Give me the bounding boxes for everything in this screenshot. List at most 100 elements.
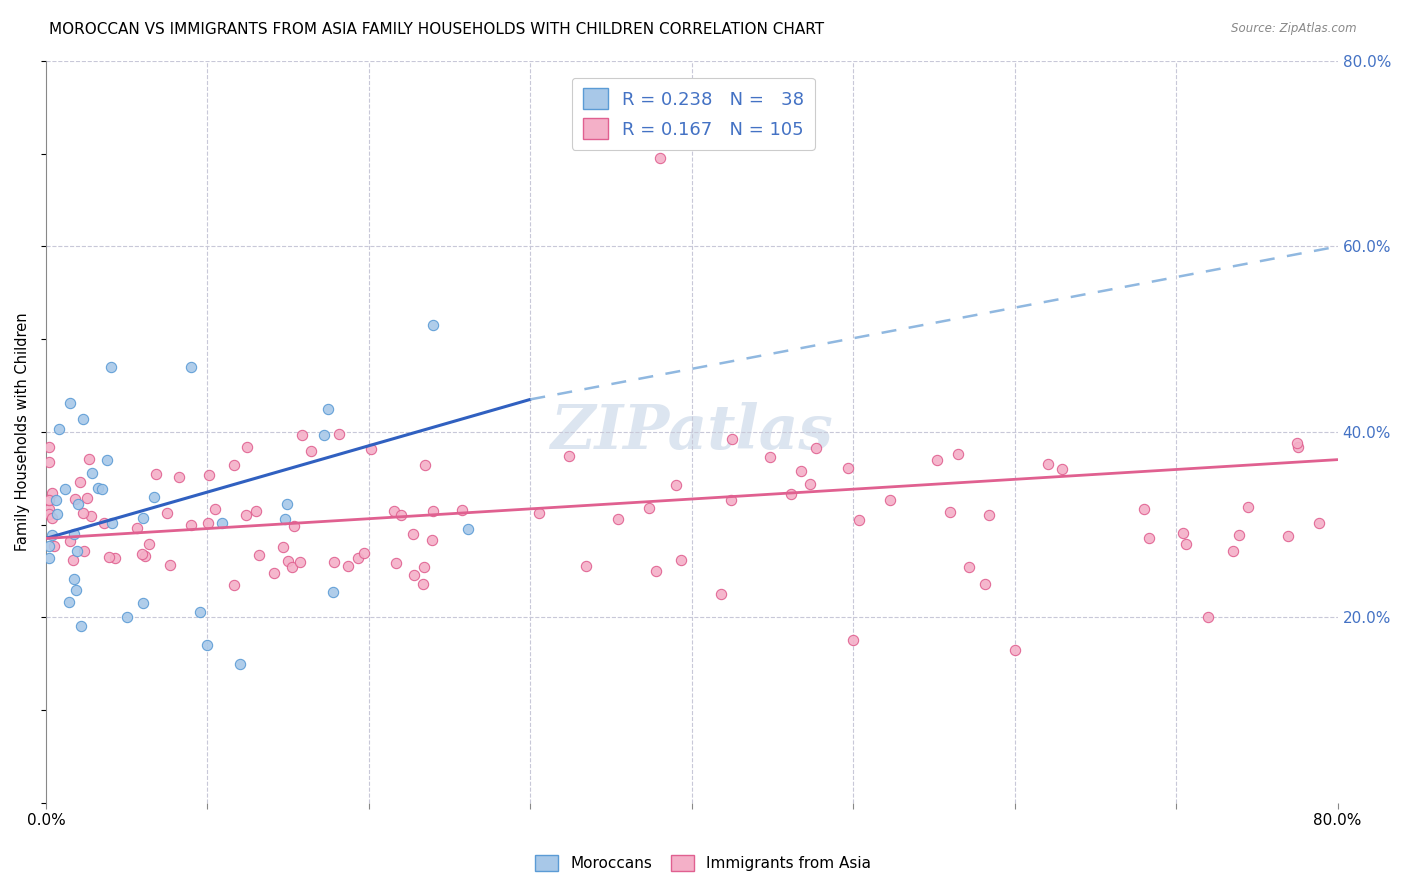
Point [323,555,346,569]
Point [422,318,444,333]
Point [41,511,63,525]
Point [76,491,98,505]
Point [575,559,598,574]
Point [759,450,782,464]
Point [1286,440,1309,454]
Point [291,427,314,442]
Point [1285,435,1308,450]
Point [281,560,304,574]
Point [224,578,246,592]
Point [939,505,962,519]
Point [645,564,668,578]
Point [100,516,122,531]
Point [974,576,997,591]
Point [235,508,257,522]
Point [45,507,67,521]
Point [946,447,969,461]
Point [65,583,87,598]
Point [132,511,155,525]
Point [842,633,865,648]
Text: MOROCCAN VS IMMIGRANTS FROM ASIA FAMILY HOUSEHOLDS WITH CHILDREN CORRELATION CHA: MOROCCAN VS IMMIGRANTS FROM ASIA FAMILY … [49,22,824,37]
Text: ZIPatlas: ZIPatlas [550,401,834,462]
Point [41,486,63,500]
Point [347,551,370,566]
Point [384,503,406,517]
Point [299,444,322,458]
Point [710,587,733,601]
Point [1173,526,1195,541]
Point [557,449,579,463]
Point [389,508,412,522]
Point [314,428,336,442]
Point [180,359,202,374]
Point [48,422,70,436]
Point [245,504,267,518]
Point [143,490,166,504]
Point [100,359,122,374]
Point [648,152,671,166]
Point [115,610,138,624]
Point [1227,528,1250,542]
Point [38,455,60,469]
Point [336,559,359,574]
Point [451,502,474,516]
Point [247,549,270,563]
Point [957,559,980,574]
Point [38,551,60,566]
Point [96,453,118,467]
Point [360,442,382,456]
Point [93,516,115,531]
Point [1139,532,1161,546]
Point [59,396,82,410]
Point [1132,502,1154,516]
Point [73,544,96,558]
Point [457,522,479,536]
Y-axis label: Family Households with Children: Family Households with Children [15,312,30,551]
Point [180,518,202,533]
Point [1308,516,1330,530]
Point [72,506,94,520]
Point [67,497,90,511]
Point [671,552,693,566]
Point [145,467,167,482]
Point [1198,610,1220,624]
Point [1050,462,1073,476]
Point [420,533,443,547]
Point [413,559,436,574]
Point [222,458,245,472]
Point [412,577,434,591]
Point [385,556,408,570]
Point [77,451,100,466]
Point [1004,642,1026,657]
Point [606,512,628,526]
Point [276,497,298,511]
Point [271,541,294,555]
Point [91,483,114,497]
Point [62,553,84,567]
Point [167,470,190,484]
Point [156,506,179,520]
Point [138,537,160,551]
Point [1036,457,1059,471]
Point [38,539,60,553]
Point [879,492,901,507]
Point [804,442,827,456]
Point [211,516,233,531]
Point [228,657,250,671]
Point [322,585,344,599]
Point [134,549,156,564]
Point [197,516,219,530]
Point [38,508,60,522]
Point [235,440,257,454]
Point [42,539,65,553]
Point [45,492,67,507]
Point [63,572,86,586]
Point [131,548,153,562]
Point [72,412,94,426]
Point [413,458,436,472]
Point [38,502,60,516]
Legend: Moroccans, Immigrants from Asia: Moroccans, Immigrants from Asia [529,849,877,877]
Point [204,501,226,516]
Point [848,513,870,527]
Point [104,551,127,566]
